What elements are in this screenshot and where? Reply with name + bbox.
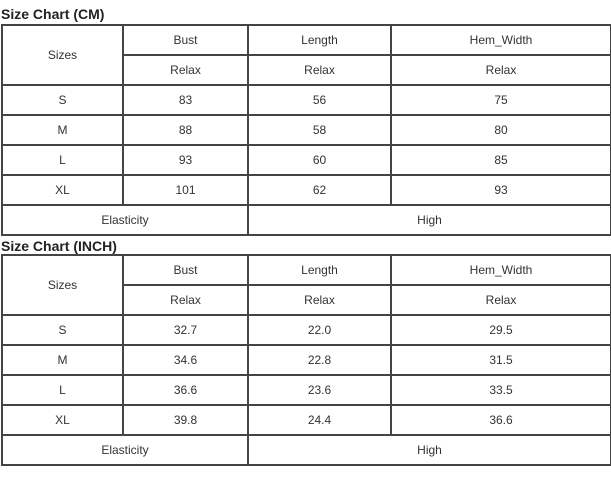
table-title: Size Chart (CM) (1, 6, 105, 22)
table-cell: 39.8 (122, 404, 249, 436)
table-row: XL 101 62 93 (1, 174, 611, 206)
elasticity-label: Elasticity (1, 204, 249, 236)
table-cell: 29.5 (390, 314, 611, 346)
table-cell: 36.6 (390, 404, 611, 436)
table-row: L 36.6 23.6 33.5 (1, 374, 611, 406)
table-cell: 75 (390, 84, 611, 116)
table-row: L 93 60 85 (1, 144, 611, 176)
elasticity-row: Elasticity High (1, 434, 611, 466)
table-cell: 60 (247, 144, 392, 176)
subheader-row: Relax Relax Relax (2, 284, 611, 316)
size-charts: Size Chart (CM) Sizes Bust Length Hem_Width R… (1, 6, 611, 466)
table-cell: 22.8 (247, 344, 392, 376)
header-row: Sizes Bust Length Hem_Width (1, 254, 611, 316)
table-cell: M (1, 344, 124, 376)
header-row: Sizes Bust Length Hem_Width (1, 24, 611, 86)
table-row: S 32.7 22.0 29.5 (1, 314, 611, 346)
table-cell: L (1, 144, 124, 176)
column-subheader: Relax (390, 284, 611, 316)
table-cell: 93 (390, 174, 611, 206)
size-chart-table: Sizes Bust Length Hem_Width Relax Relax Relax S… (1, 254, 611, 466)
table-cell: L (1, 374, 124, 406)
column-header: Length (247, 254, 392, 286)
table-cell: 85 (390, 144, 611, 176)
elasticity-row: Elasticity High (1, 204, 611, 236)
table-row: M 88 58 80 (1, 114, 611, 146)
table-title: Size Chart (INCH) (1, 238, 117, 254)
table-cell: S (1, 314, 124, 346)
column-subheader: Relax (122, 54, 249, 86)
table-cell: 80 (390, 114, 611, 146)
table-cell: 88 (122, 114, 249, 146)
column-subheader: Relax (122, 284, 249, 316)
elasticity-label: Elasticity (1, 434, 249, 466)
table-cell: XL (1, 174, 124, 206)
elasticity-value: High (247, 204, 611, 236)
column-subheader: Relax (247, 284, 392, 316)
size-chart-table: Sizes Bust Length Hem_Width Relax Relax Relax S… (1, 24, 611, 236)
table-cell: M (1, 114, 124, 146)
column-subheader: Relax (247, 54, 392, 86)
table-cell: 23.6 (247, 374, 392, 406)
table-cell: 31.5 (390, 344, 611, 376)
table-cell: S (1, 84, 124, 116)
column-header: Bust (122, 254, 249, 286)
column-header: Bust (122, 24, 249, 56)
elasticity-value: High (247, 434, 611, 466)
table-cell: 58 (247, 114, 392, 146)
table-cell: 93 (122, 144, 249, 176)
column-header: Hem_Width (390, 24, 611, 56)
column-subheader: Relax (390, 54, 611, 86)
table-row: S 83 56 75 (1, 84, 611, 116)
table-cell: 34.6 (122, 344, 249, 376)
table-cell: XL (1, 404, 124, 436)
column-header: Hem_Width (390, 254, 611, 286)
table-row: M 34.6 22.8 31.5 (1, 344, 611, 376)
column-header: Length (247, 24, 392, 56)
table-row: XL 39.8 24.4 36.6 (1, 404, 611, 436)
table-cell: 32.7 (122, 314, 249, 346)
subheader-row: Relax Relax Relax (2, 54, 611, 86)
table-cell: 33.5 (390, 374, 611, 406)
table-cell: 83 (122, 84, 249, 116)
sizes-header: Sizes (1, 24, 124, 86)
table-cell: 56 (247, 84, 392, 116)
sizes-header: Sizes (1, 254, 124, 316)
table-cell: 36.6 (122, 374, 249, 406)
table-cell: 24.4 (247, 404, 392, 436)
table-cell: 62 (247, 174, 392, 206)
table-cell: 101 (122, 174, 249, 206)
table-cell: 22.0 (247, 314, 392, 346)
